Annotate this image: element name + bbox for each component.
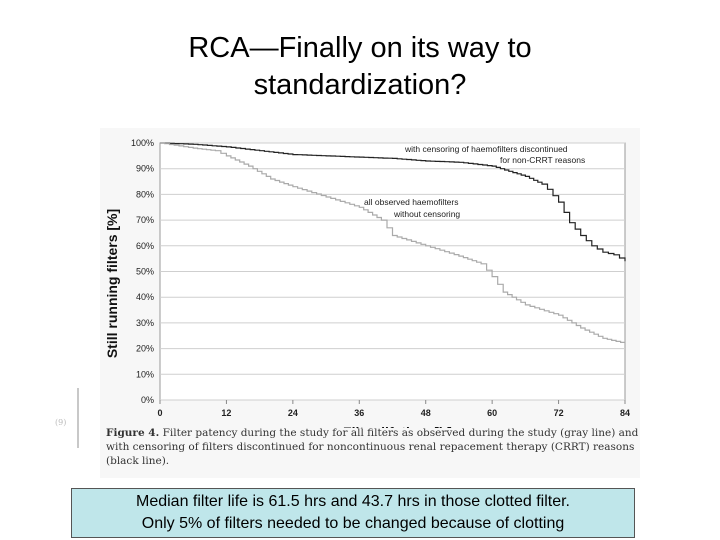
figure-caption: Figure 4. Filter patency during the stud… [106,426,646,468]
x-tick-label: 24 [288,408,298,418]
side-bracket [77,388,79,448]
slide-title: RCA—Finally on its way to standardizatio… [0,30,720,104]
survival-chart: 0% 10% 20% 30% 40% 50% 60% 70% 80% 90% 100% 0 12 24 36… [104,138,630,428]
series-annotation-censored-line-2: for non-CRRT reasons [500,155,585,165]
figure-caption-label: Figure 4. [106,427,160,439]
y-tick-label: 30% [136,318,154,328]
series-annotation-observed-line-1: all observed haemofilters [364,197,459,207]
figure-caption-text: Filter patency during the study for all … [106,427,639,467]
x-axis-label: Filter lifetime [h] [343,424,452,428]
figure: 0% 10% 20% 30% 40% 50% 60% 70% 80% 90% 100% 0 12 24 36… [100,128,640,478]
side-reference-mark: (9) [55,418,67,427]
series-line-censored [160,142,626,262]
y-tick-label: 70% [136,215,154,225]
x-tick-label: 36 [354,408,364,418]
y-tick-label: 40% [136,292,154,302]
x-tick-label: 84 [620,408,630,418]
y-tick-label: 0% [141,395,154,405]
y-tick-label: 90% [136,164,154,174]
x-tick-label: 0 [157,408,162,418]
y-tick-label: 80% [136,189,154,199]
series-annotation-observed-line-2: without censoring [393,209,460,219]
y-tick-label: 20% [136,344,154,354]
summary-note-line-2: Only 5% of filters needed to be changed … [141,515,565,532]
y-tick-label: 100% [131,138,154,148]
y-tick-label: 60% [136,241,154,251]
summary-note-box: Median filter life is 61.5 hrs and 43.7 … [71,488,635,538]
summary-note-line-1: Median filter life is 61.5 hrs and 43.7 … [135,493,570,510]
slide-title-line-1: RCA—Finally on its way to [188,32,532,64]
x-tick-label: 72 [554,408,564,418]
y-tick-label: 10% [136,369,154,379]
slide-title-line-2: standardization? [253,69,467,101]
y-tick-label: 50% [136,267,154,277]
series-annotation-censored-line-1: with censoring of haemofilters discontin… [404,144,568,154]
side-marks: (9) [55,388,85,448]
x-tick-label: 60 [487,408,497,418]
series-line-observed [160,142,626,344]
y-axis-label: Still running filters [%] [104,209,120,358]
x-tick-label: 48 [421,408,431,418]
x-tick-label: 12 [221,408,231,418]
